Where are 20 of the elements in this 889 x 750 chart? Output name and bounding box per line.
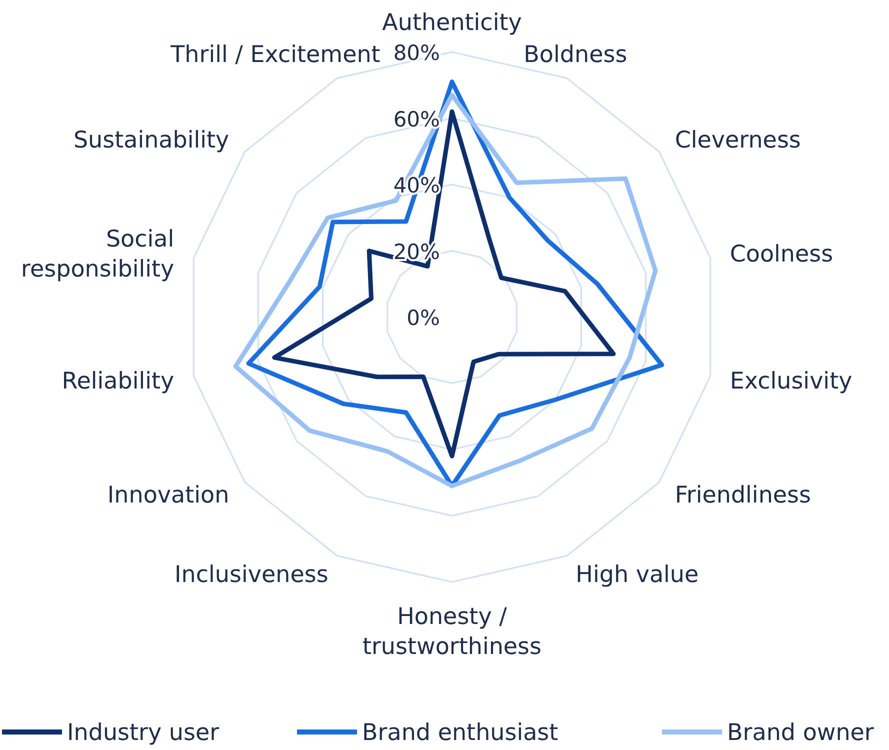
spoke-label: Thrill / Excitement [170,42,380,68]
y-tick-label: 0% [406,306,440,330]
spoke-label: Cleverness [674,127,801,154]
legend-label: Industry user [67,720,220,746]
spoke-label: Social responsibility [21,226,174,283]
y-tick-label: 60% [393,107,440,132]
spoke-label: Boldness [524,42,628,68]
spoke-label: Sustainability [73,127,230,154]
spoke-label: High value [576,562,699,588]
legend-label: Brand owner [727,720,874,746]
y-tick-label: 80% [393,41,440,65]
spoke-label: Reliability [62,368,174,394]
spoke-label: Friendliness [674,482,812,509]
spoke-label: Honesty / trustworthiness [362,604,542,660]
legend-label: Brand enthusiast [362,720,558,746]
spoke-label: Inclusiveness [174,562,328,588]
spoke-label: Innovation [107,482,230,509]
spoke-label: Authenticity [382,10,522,36]
spoke-label: Exclusivity [730,368,852,394]
spoke-label: Coolness [730,242,834,268]
